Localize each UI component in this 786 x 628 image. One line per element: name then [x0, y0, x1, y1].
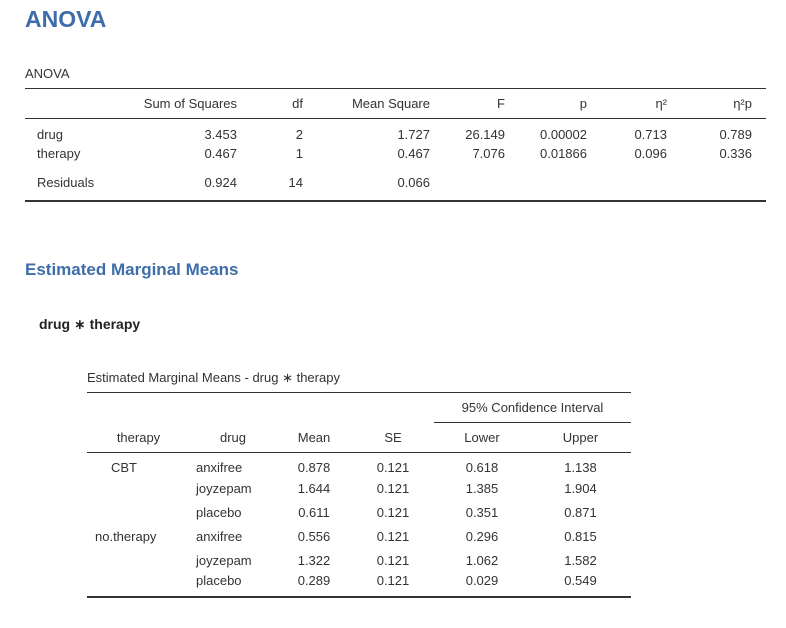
table-cell: therapy — [37, 146, 81, 161]
emm-header-mean: Mean — [276, 422, 352, 453]
table-cell: 7.076 — [472, 146, 505, 161]
anova-table: Sum of Squares df Mean Square F p η² η²p… — [25, 88, 766, 202]
emm-header-lower: Lower — [434, 422, 530, 453]
emm-ci-header: 95% Confidence Interval — [434, 392, 631, 423]
table-cell: placebo — [190, 572, 276, 598]
table-cell: 0.121 — [376, 460, 410, 476]
emm-header-se: SE — [352, 422, 434, 453]
table-cell: 0.289 — [276, 572, 352, 598]
table-row: joyzepam 1.322 0.121 1.062 1.582 — [87, 549, 631, 573]
table-cell: 26.149 — [465, 127, 505, 142]
table-cell: 0.121 — [352, 572, 434, 598]
table-cell — [667, 165, 752, 202]
table-cell: 0.789 — [719, 127, 752, 142]
table-row: placebo 0.289 0.121 0.029 0.549 — [87, 572, 631, 598]
table-cell: 1.385 — [465, 481, 499, 496]
table-cell: 1.582 — [564, 553, 597, 568]
table-row: CBT anxifree 0.878 0.121 0.618 1.138 — [87, 453, 631, 477]
table-cell — [87, 477, 190, 501]
anova-table-caption: ANOVA — [25, 66, 70, 81]
emm-ci-header-row: 95% Confidence Interval — [87, 392, 631, 423]
anova-header-p: p — [505, 88, 587, 119]
table-cell: 3.453 — [204, 127, 237, 142]
table-cell: drug — [37, 127, 64, 142]
table-cell: 2 — [295, 127, 303, 142]
anova-header-eta: η² — [587, 88, 667, 119]
table-cell: 0.121 — [376, 553, 410, 568]
emm-header-row: therapy drug Mean SE Lower Upper — [87, 422, 631, 453]
table-cell: 1.904 — [564, 481, 597, 496]
table-cell: 0.121 — [376, 481, 410, 496]
table-cell: joyzepam — [196, 553, 252, 568]
anova-header-df: df — [237, 88, 303, 119]
table-row: no.therapy anxifree 0.556 0.121 0.296 0.… — [87, 525, 631, 549]
table-cell — [87, 549, 190, 573]
table-cell: 0.556 — [297, 529, 331, 544]
anova-header-term — [25, 88, 113, 119]
table-cell: 0.029 — [434, 572, 530, 598]
table-cell: 1.322 — [297, 553, 331, 568]
table-cell: 0.924 — [113, 165, 237, 202]
table-cell — [505, 165, 587, 202]
emm-table-caption: Estimated Marginal Means - drug ∗ therap… — [87, 370, 340, 385]
table-cell: 0.096 — [634, 146, 667, 161]
table-cell: Residuals — [25, 165, 113, 202]
anova-header-row: Sum of Squares df Mean Square F p η² η²p — [25, 88, 766, 119]
emm-table: 95% Confidence Interval therapy drug Mea… — [87, 392, 631, 598]
emm-subheading: drug ∗ therapy — [39, 316, 141, 332]
table-cell: 0.336 — [719, 146, 752, 161]
table-row: placebo 0.611 0.121 0.351 0.871 — [87, 501, 631, 525]
table-cell: 0.066 — [303, 165, 430, 202]
table-cell: 1.727 — [397, 127, 430, 142]
emm-header-upper: Upper — [530, 422, 631, 453]
table-cell: 1.138 — [564, 460, 597, 476]
table-row: joyzepam 1.644 0.121 1.385 1.904 — [87, 477, 631, 501]
table-cell: 0.815 — [564, 529, 597, 544]
table-cell — [87, 572, 190, 598]
anova-row-therapy: therapy 0.467 1 0.467 7.076 0.01866 0.09… — [25, 142, 766, 165]
table-cell: 0.611 — [298, 505, 330, 520]
table-cell: 0.878 — [297, 460, 331, 476]
anova-heading: ANOVA — [25, 6, 107, 32]
table-cell: 1 — [295, 146, 303, 161]
table-cell: 0.871 — [564, 505, 597, 520]
table-cell: 0.549 — [530, 572, 631, 598]
table-cell: anxifree — [196, 460, 243, 476]
table-cell: anxifree — [196, 529, 243, 544]
table-cell: 0.121 — [376, 505, 410, 520]
table-cell: joyzepam — [196, 481, 252, 496]
table-cell: placebo — [196, 505, 242, 520]
table-cell: no.therapy — [95, 529, 157, 544]
anova-row-residuals: Residuals 0.924 14 0.066 — [25, 165, 766, 202]
table-cell — [87, 501, 190, 525]
anova-header-f: F — [430, 88, 505, 119]
table-cell — [430, 165, 505, 202]
anova-header-ms: Mean Square — [303, 88, 430, 119]
anova-header-ss: Sum of Squares — [113, 88, 237, 119]
table-cell: 1.062 — [465, 553, 499, 568]
table-cell: 0.121 — [376, 529, 410, 544]
table-cell: 0.713 — [634, 127, 667, 142]
table-cell: 0.296 — [465, 529, 499, 544]
table-cell: 0.351 — [465, 505, 499, 520]
anova-header-peta: η²p — [667, 88, 752, 119]
table-cell: 14 — [237, 165, 303, 202]
table-cell: 0.618 — [465, 460, 499, 476]
anova-row-drug: drug 3.453 2 1.727 26.149 0.00002 0.713 … — [25, 119, 766, 142]
table-cell: CBT — [111, 460, 137, 476]
table-cell: 1.644 — [297, 481, 331, 496]
table-cell: 0.467 — [204, 146, 237, 161]
emm-header-therapy: therapy — [87, 422, 190, 453]
table-cell: 0.01866 — [540, 146, 587, 161]
emm-header-drug: drug — [190, 422, 276, 453]
table-cell: 0.00002 — [540, 127, 587, 142]
emm-heading: Estimated Marginal Means — [25, 260, 239, 279]
table-cell: 0.467 — [397, 146, 430, 161]
table-cell — [587, 165, 667, 202]
